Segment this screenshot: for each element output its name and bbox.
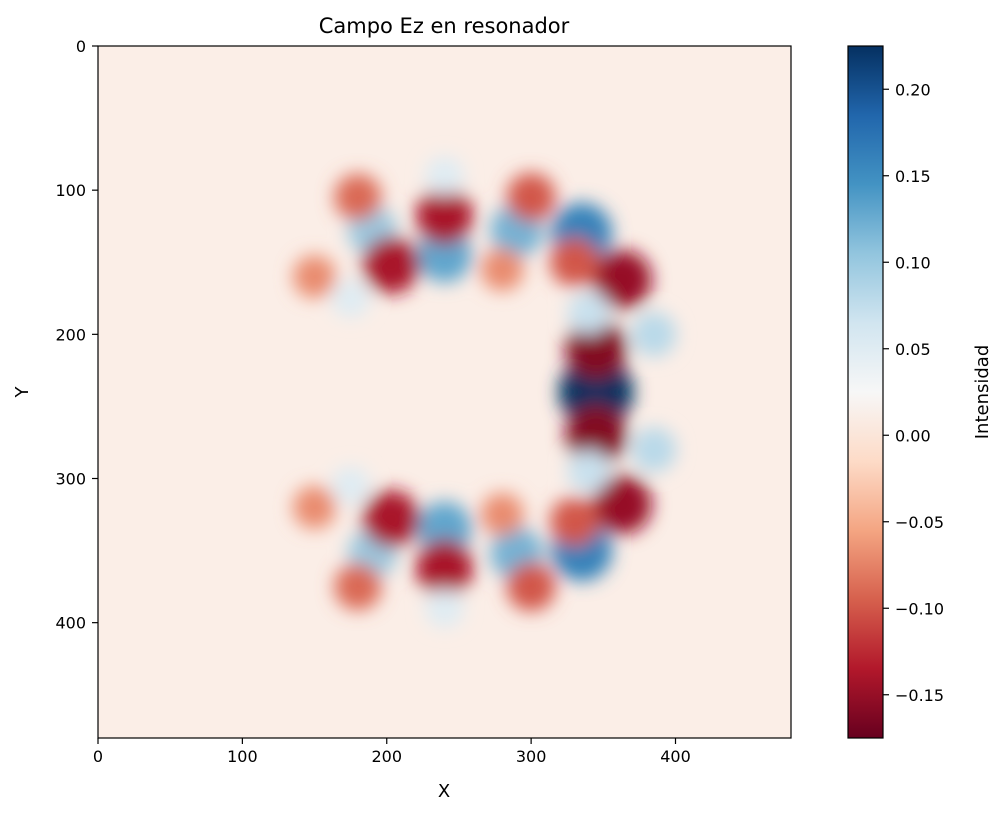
field-peak-34 — [480, 493, 524, 537]
colorbar-tick-label-0: 0.20 — [895, 80, 931, 99]
y-tick-label-1: 100 — [55, 181, 86, 200]
field-peak-21 — [425, 156, 464, 196]
colorbar-tick-label-3: 0.05 — [895, 340, 931, 359]
field-peak-20 — [334, 563, 382, 611]
field-peak-23 — [567, 291, 611, 335]
y-tick-label-4: 400 — [55, 614, 86, 633]
field-layer — [293, 156, 677, 628]
field-peak-10 — [415, 539, 474, 597]
field-peak-7 — [416, 227, 473, 283]
x-tick-label-0: 0 — [93, 747, 103, 766]
x-tick-label-4: 400 — [660, 747, 691, 766]
field-peak-27 — [549, 237, 599, 287]
y-axis: 0 100 200 300 400 — [55, 37, 98, 633]
field-peak-0 — [558, 354, 634, 430]
colorbar-label: Intensidad — [972, 345, 993, 440]
field-peak-6 — [592, 474, 652, 535]
field-peak-19 — [334, 173, 382, 221]
y-tick-label-0: 0 — [76, 37, 86, 56]
field-peak-2 — [565, 404, 627, 466]
field-peak-15 — [362, 236, 420, 294]
x-tick-label-1: 100 — [227, 747, 258, 766]
field-peak-8 — [416, 501, 473, 557]
field-peak-25 — [631, 311, 677, 357]
colorbar: 0.20 0.15 0.10 0.05 0.00 −0.05 −0.10 −0.15 Inte… — [847, 45, 993, 739]
field-peak-29 — [293, 255, 337, 299]
colorbar-tick-label-4: 0.00 — [895, 426, 931, 445]
colorbar-tick-label-2: 0.10 — [895, 253, 931, 272]
y-axis-label: Y — [12, 386, 33, 399]
colorbar-ticks: 0.20 0.15 0.10 0.05 0.00 −0.05 −0.10 −0.15 — [883, 80, 944, 705]
colorbar-tick-label-6: −0.10 — [895, 599, 944, 618]
y-tick-label-2: 200 — [55, 325, 86, 344]
colorbar-tick-label-5: −0.05 — [895, 513, 944, 532]
x-axis-label: X — [438, 781, 450, 802]
plot-frame — [97, 45, 792, 739]
colorbar-tick-label-1: 0.15 — [895, 167, 931, 186]
field-peak-5 — [592, 249, 652, 310]
x-axis: 0 100 200 300 400 — [93, 738, 691, 766]
y-tick-label-3: 300 — [55, 470, 86, 489]
field-peak-24 — [567, 449, 611, 493]
colorbar-tick-label-7: −0.15 — [895, 686, 944, 705]
field-peak-26 — [631, 427, 677, 473]
field-peak-1 — [565, 318, 627, 380]
field-peak-31 — [331, 278, 371, 318]
field-peak-9 — [415, 187, 474, 245]
colorbar-gradient — [847, 45, 884, 739]
field-peak-33 — [480, 247, 524, 291]
field-peak-18 — [506, 562, 556, 612]
field-peak-16 — [362, 490, 420, 548]
field-peak-30 — [293, 485, 337, 529]
x-tick-label-2: 200 — [371, 747, 402, 766]
x-tick-label-3: 300 — [516, 747, 547, 766]
heatmap-background — [98, 46, 791, 738]
field-peak-22 — [425, 588, 464, 628]
field-peak-32 — [331, 466, 371, 506]
plot-area — [97, 45, 792, 739]
field-peak-28 — [549, 497, 599, 547]
chart-title: Campo Ez en resonador — [319, 14, 570, 38]
field-peak-17 — [506, 172, 556, 222]
